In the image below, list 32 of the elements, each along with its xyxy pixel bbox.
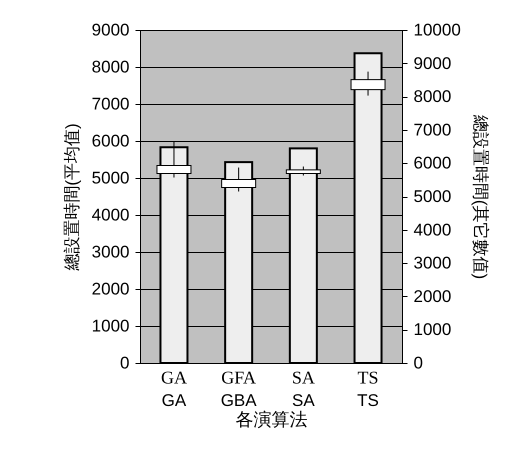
x-tick-label: GA (160, 368, 187, 388)
y2-tick-label: 6000 (414, 154, 452, 173)
text: GA (162, 391, 187, 410)
y2-tick-label: 7000 (414, 120, 452, 140)
y-tick-label: 1000 (92, 316, 130, 336)
y-tick-label: 4000 (92, 206, 130, 224)
y-tick-label: 6000 (92, 132, 130, 150)
y-tick-label: 2000 (92, 280, 130, 298)
y2-tick-label: 0 (414, 354, 423, 372)
y2-tick-label: 2000 (414, 286, 452, 306)
y2-tick-label: 9000 (414, 54, 452, 73)
y2-tick-label: 4000 (414, 220, 452, 240)
y2-tick-label: 8000 (414, 87, 452, 106)
x-tick-label: GFA (221, 368, 256, 388)
y-tick-label: 9000 (92, 20, 130, 40)
y-tick-label: 3000 (92, 242, 130, 262)
y2-tick-label: 1000 (414, 320, 452, 340)
y-tick-label: 7000 (92, 94, 130, 114)
y-axis-title: 總設置時間(平均值) (62, 123, 82, 272)
text: GBA (220, 391, 258, 410)
y-tick-label: 5000 (92, 168, 130, 188)
y-tick-label: 8000 (92, 58, 130, 76)
x-tick-label: SA (292, 368, 315, 388)
x-axis-title: 各演算法 (236, 410, 308, 430)
x-tick-label: TS (358, 368, 379, 388)
y2-axis-title: 總設置時間(其它數值) (470, 114, 490, 280)
text: SA (292, 391, 316, 410)
y2-tick-label: 3000 (414, 254, 452, 273)
y2-tick-label: 5000 (414, 187, 452, 206)
y2-tick-label: 10000 (414, 20, 461, 40)
text: TS (357, 391, 379, 410)
y-tick-label: 0 (120, 354, 130, 372)
